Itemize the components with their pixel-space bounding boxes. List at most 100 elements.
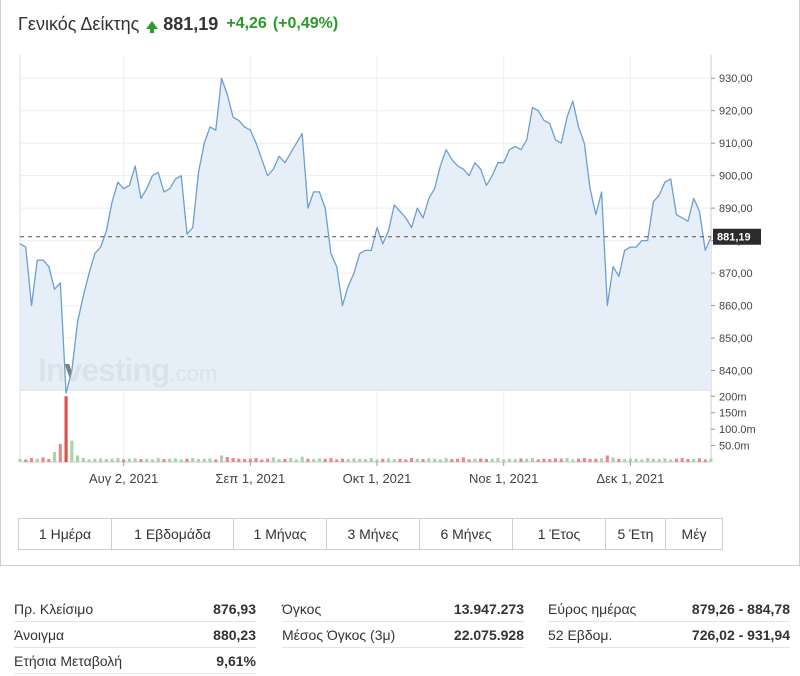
volume-bar [340,458,345,462]
volume-bar [317,458,321,462]
volume-bar [444,458,448,462]
stat-value: 13.947.273 [453,600,524,617]
volume-bar [35,458,39,462]
volume-bar [709,458,713,462]
volume-bar [553,458,558,462]
volume-bar [467,459,471,462]
stat-row: Άνοιγμα 880,23 [14,622,256,648]
stat-row: 52 Εβδομ. 726,02 - 931,94 [548,622,790,648]
volume-bar [605,455,609,462]
volume-bar [565,458,569,462]
price-tick-label: 930,00 [719,73,753,85]
volume-bar [346,459,350,462]
volume-bar [271,457,275,462]
volume-bar [150,459,155,462]
stat-label: Όγκος [282,600,322,617]
volume-bar [168,458,172,462]
price-tick-label: 840,00 [719,366,753,378]
range-5-years-button[interactable]: 5 Έτη [606,519,666,549]
volume-bar [461,457,465,462]
stat-row: Ετήσια Μεταβολή 9,61% [14,648,256,674]
volume-bar [438,459,442,462]
volume-bar [196,459,201,462]
volume-bar [369,458,373,462]
volume-bar [162,459,166,462]
volume-bar [548,459,552,462]
volume-bar [611,457,615,462]
volume-bar [323,458,327,462]
volume-bar [617,458,621,462]
time-tick-label: Αυγ 2, 2021 [89,471,158,486]
quote-header: Γενικός Δείκτης 881,19 +4,26 (+0,49%) [18,12,338,36]
range-max-button[interactable]: Μέγ [681,526,707,542]
volume-bar [24,459,28,462]
volume-bar [283,458,287,462]
volume-bar [29,458,34,462]
volume-bar [93,458,97,462]
volume-bar [421,459,425,462]
volume-bar [473,458,477,462]
price-tick-label: 870,00 [719,268,753,280]
price-tick-label: 920,00 [719,106,753,118]
volume-bar [479,458,483,462]
price-tick-label: 900,00 [719,171,753,183]
volume-bar [484,459,488,462]
stat-value: 879,26 - 884,78 [691,600,790,617]
volume-bar [52,452,57,462]
volume-bar [70,440,74,462]
time-tick-label: Νοε 1, 2021 [469,471,538,486]
range-1-week-button[interactable]: 1 Εβδομάδα [112,519,234,549]
range-1-year-button[interactable]: 1 Έτος [513,519,606,549]
volume-bar [127,458,131,462]
volume-bar [145,458,149,462]
volume-bar [542,458,546,462]
volume-bar [410,458,414,462]
stat-row: Πρ. Κλείσιμο 876,93 [14,596,256,622]
volume-bar [525,458,529,462]
last-price: 881,19 [163,13,219,34]
volume-bar [628,458,632,462]
volume-bar [576,458,581,462]
stat-label: Μέσος Όγκος (3μ) [282,626,396,643]
volume-bar [231,458,235,462]
volume-bar [692,458,696,462]
volume-bar [433,458,437,462]
volume-bar [58,443,62,462]
volume-bar [329,458,333,462]
price-line [19,77,712,394]
volume-bar [674,458,679,462]
volume-bar [41,457,45,462]
volume-bar [122,459,126,462]
volume-bar [202,458,206,462]
time-tick-label: Οκτ 1, 2021 [343,471,412,486]
volume-bar [559,458,563,462]
instrument-name: Γενικός Δείκτης [18,13,140,34]
volume-bar [381,458,385,462]
volume-bar [156,458,160,462]
range-6-months-button[interactable]: 6 Μήνες [420,519,513,549]
volume-bar [133,458,137,462]
range-1-month-button[interactable]: 1 Μήνας [234,519,327,549]
range-1-day-button[interactable]: 1 Ημέρα [19,519,112,549]
volume-bar [663,458,667,462]
stat-value: 22.075.928 [453,626,524,643]
volume-bar [300,456,304,462]
price-tick-label: 890,00 [719,203,753,215]
volume-bar [243,459,247,462]
volume-bar [225,457,229,462]
volume-bar [260,459,264,462]
volume-bar [530,458,535,462]
volume-bar [139,459,143,462]
volume-bar [507,458,512,462]
volume-tick-label: 150m [719,408,747,420]
price-change: +4,26 [226,15,267,32]
stat-value: 876,93 [213,600,256,617]
volume-bar [47,459,51,462]
price-chart[interactable]: 930,00920,00910,00900,00890,00880,00870,… [0,0,800,520]
volume-bar [519,458,523,462]
volume-bar [398,458,402,462]
range-3-months-button[interactable]: 3 Μήνες [327,519,420,549]
volume-bar [536,459,540,462]
volume-bar [363,459,368,462]
price-tick-label: 910,00 [719,138,753,150]
